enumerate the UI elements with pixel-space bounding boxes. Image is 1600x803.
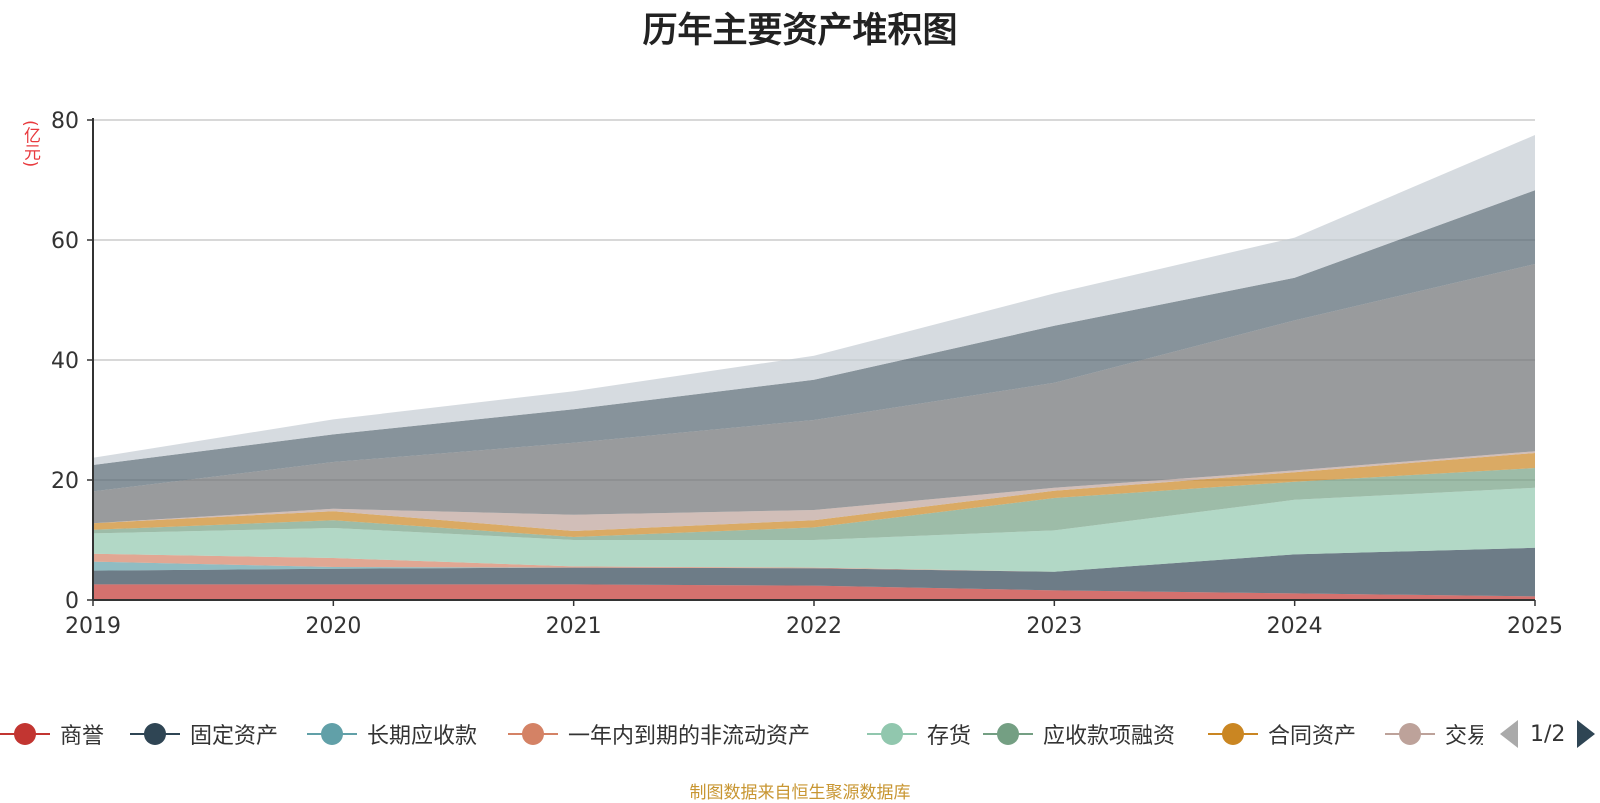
chart-title: 历年主要资产堆积图 [642, 11, 958, 51]
y-tick-label: 80 [51, 109, 79, 134]
area-series-6[interactable] [93, 468, 1535, 540]
legend-next-page-icon[interactable] [1577, 720, 1596, 748]
y-tick-label: 60 [51, 229, 79, 254]
x-tick-label: 2023 [1026, 614, 1082, 639]
x-tick-label: 2025 [1507, 614, 1563, 639]
legend-label: 商誉 [60, 724, 105, 749]
area-series-2[interactable] [93, 547, 1535, 597]
area-series-1[interactable] [93, 584, 1535, 600]
data-source-note: 制图数据来自恒生聚源数据库 [689, 783, 911, 803]
x-tick-label: 2021 [546, 614, 602, 639]
legend-label: 合同资产 [1268, 724, 1357, 749]
legend-prev-page-icon[interactable] [1500, 720, 1518, 748]
legend-item[interactable]: 一年内到期的非流动资产 [508, 710, 810, 758]
legend-marker-icon [508, 720, 558, 748]
area-series-3[interactable] [93, 547, 1535, 572]
legend-item[interactable]: 商誉 [0, 710, 104, 758]
legend-pager: 1/2 [1500, 710, 1596, 758]
legend-item[interactable]: 固定资产 [130, 710, 278, 758]
legend-label: 长期应收款 [367, 724, 478, 749]
legend-item[interactable]: 长期应收款 [307, 710, 477, 758]
area-series-4[interactable] [93, 547, 1535, 572]
legend-label: 交易性金融资产 [1445, 724, 1483, 749]
legend-label: 应收款项融资 [1043, 724, 1176, 749]
legend-marker-icon [130, 720, 180, 748]
legend-item[interactable]: 交易性金融资产 [1385, 710, 1483, 758]
legend-items: 商誉 固定资产 长期应收款 一年内到期的非流动资产 存货 应收款项融资 合同资产 交易性金融资… [0, 710, 1483, 760]
area-series-10[interactable] [93, 190, 1535, 492]
legend-marker-icon [0, 720, 50, 748]
legend-marker-icon [307, 720, 357, 748]
legend-item[interactable]: 应收款项融资 [983, 710, 1175, 758]
stacked-area-chart: 0 20 40 60 80 2019 2020 2021 2022 2023 2024 2025 [51, 109, 1563, 639]
legend: 商誉 固定资产 长期应收款 一年内到期的非流动资产 存货 应收款项融资 合同资产 交易性金融资… [0, 710, 1600, 760]
legend-marker-icon [1385, 720, 1435, 748]
legend-item[interactable]: 合同资产 [1208, 710, 1356, 758]
y-tick-label: 20 [51, 469, 79, 494]
legend-marker-icon [983, 720, 1033, 748]
legend-page-indicator: 1/2 [1530, 721, 1566, 747]
y-tick-label: 40 [51, 349, 79, 374]
legend-marker-icon [867, 720, 917, 748]
x-tick-label: 2024 [1267, 614, 1323, 639]
x-tick-label: 2020 [305, 614, 361, 639]
area-series-8[interactable] [93, 451, 1535, 531]
legend-marker-icon [1208, 720, 1258, 748]
x-tick-label: 2022 [786, 614, 842, 639]
y-tick-label: 0 [65, 589, 79, 614]
legend-label: 固定资产 [190, 724, 279, 749]
y-axis-unit-label: (亿元) [20, 120, 40, 168]
legend-label: 存货 [927, 724, 972, 749]
legend-label: 一年内到期的非流动资产 [568, 724, 811, 749]
legend-item[interactable]: 存货 [867, 710, 971, 758]
x-tick-label: 2019 [65, 614, 121, 639]
area-series-5[interactable] [93, 487, 1535, 572]
area-series-9[interactable] [93, 264, 1535, 524]
